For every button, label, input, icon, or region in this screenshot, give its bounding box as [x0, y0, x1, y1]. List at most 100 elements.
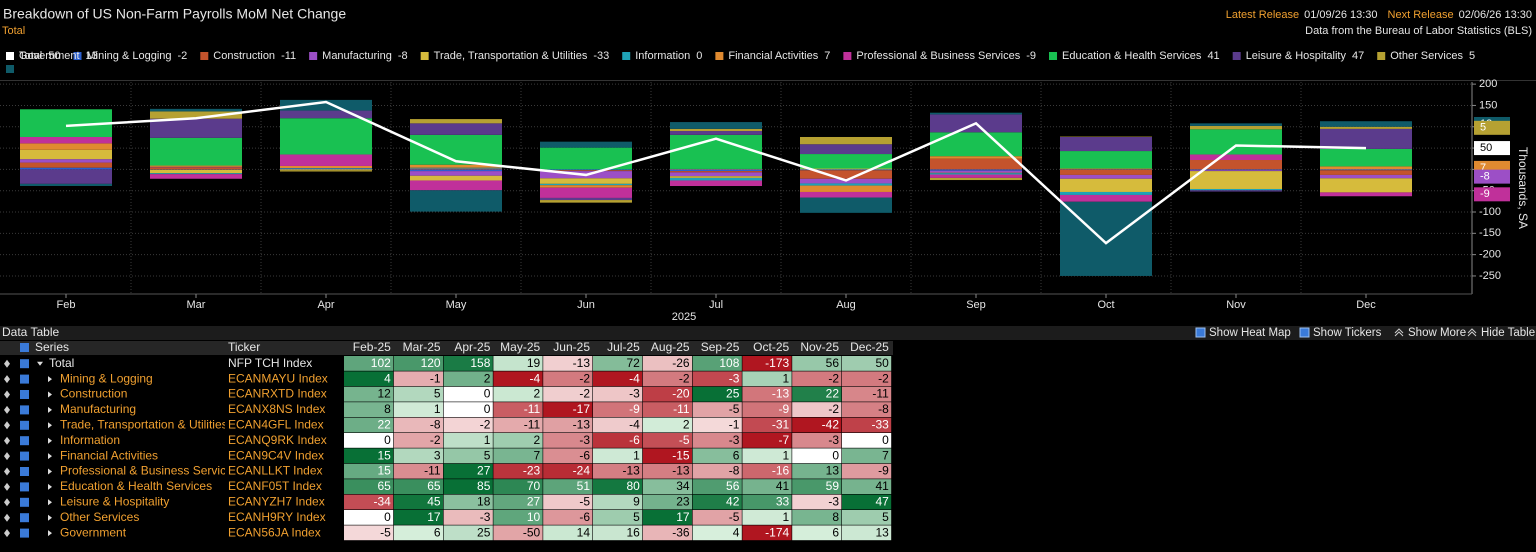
- heat-cell: [742, 356, 792, 371]
- ticker: ECAN56JA Index: [228, 525, 321, 539]
- checkbox[interactable]: [1299, 327, 1310, 338]
- expand-arrow[interactable]: [48, 376, 52, 383]
- row-checkbox[interactable]: [20, 390, 29, 399]
- heat-cell: [792, 402, 842, 417]
- next-release-label: Next Release: [1388, 9, 1454, 21]
- series-name: Total: [49, 356, 74, 370]
- heat-cell: [842, 479, 892, 494]
- expand-arrow[interactable]: [37, 361, 43, 366]
- expand-arrow[interactable]: [48, 391, 52, 398]
- cell-value: -31: [772, 417, 790, 431]
- heat-cell: [393, 402, 443, 417]
- series-name: Education & Health Services: [60, 479, 212, 493]
- toolbar-button[interactable]: Hide Table: [1481, 327, 1535, 339]
- ticker: ECANX8NS Index: [228, 402, 325, 416]
- bar-segment: [20, 167, 112, 170]
- bar-segment: [1190, 169, 1282, 171]
- cell-value: 25: [726, 387, 740, 401]
- column-header: May-25: [500, 340, 540, 354]
- cell-value: 12: [377, 387, 391, 401]
- heat-cell: [443, 402, 493, 417]
- bar-segment: [670, 177, 762, 181]
- cell-value: -5: [729, 510, 740, 524]
- chart-border: [0, 80, 1536, 81]
- heat-cell: [642, 510, 692, 525]
- cell-value: 1: [783, 371, 790, 385]
- row-checkbox[interactable]: [20, 405, 29, 415]
- toolbar-button[interactable]: Show Heat Map: [1209, 327, 1291, 339]
- expand-arrow[interactable]: [48, 453, 52, 460]
- row-checkbox[interactable]: [20, 436, 29, 446]
- bar-segment: [1320, 166, 1412, 170]
- expand-arrow[interactable]: [48, 499, 52, 506]
- row-checkbox[interactable]: [20, 420, 29, 430]
- cell-value: -2: [828, 371, 839, 385]
- row-handle: [4, 405, 10, 414]
- row-checkbox[interactable]: [20, 497, 29, 507]
- bar-segment: [1060, 169, 1152, 175]
- heat-cell: [493, 463, 543, 479]
- header-checkbox[interactable]: [20, 343, 29, 352]
- heat-cell: [742, 494, 792, 510]
- heat-cell: [842, 525, 892, 541]
- bar-segment: [1320, 148, 1412, 167]
- heat-cell: [443, 525, 493, 541]
- heat-cell: [443, 448, 493, 464]
- bar-segment: [150, 173, 242, 175]
- x-tick-label: Aug: [836, 299, 856, 311]
- row-checkbox[interactable]: [20, 451, 29, 461]
- legend-label: Leisure & Hospitality: [1246, 50, 1347, 62]
- cell-value: -5: [679, 433, 690, 447]
- bar-segment: [410, 168, 502, 170]
- row-checkbox[interactable]: [20, 467, 29, 476]
- bar-segment: [1060, 174, 1152, 179]
- row-checkbox[interactable]: [20, 528, 29, 538]
- cell-value: 0: [484, 387, 491, 401]
- row-handle: [4, 375, 10, 384]
- row-checkbox[interactable]: [20, 513, 29, 523]
- bar-segment: [410, 164, 502, 168]
- expand-arrow[interactable]: [48, 422, 52, 429]
- bar-segment: [410, 167, 502, 169]
- cell-value: 9: [633, 494, 640, 508]
- bar-segment: [800, 136, 892, 145]
- value-tag-label: -9: [1480, 188, 1490, 200]
- expand-arrow[interactable]: [48, 530, 52, 537]
- heat-cell: [593, 448, 643, 464]
- heat-cell: [543, 463, 593, 479]
- expand-arrow[interactable]: [48, 468, 52, 475]
- cell-value: 25: [477, 525, 491, 539]
- bar-segment: [150, 167, 242, 170]
- row-checkbox[interactable]: [20, 359, 29, 369]
- bar-segment: [670, 122, 762, 129]
- toolbar-button[interactable]: Show Tickers: [1313, 327, 1382, 339]
- expand-arrow[interactable]: [48, 406, 52, 413]
- heat-cell: [393, 494, 443, 510]
- row-checkbox[interactable]: [20, 374, 29, 384]
- row-checkbox[interactable]: [20, 482, 29, 492]
- heat-cell: [443, 463, 493, 479]
- heat-cell: [543, 386, 593, 402]
- heat-cell: [344, 371, 394, 387]
- legend-value: 13: [86, 50, 98, 62]
- expand-arrow[interactable]: [48, 437, 52, 444]
- bar-segment: [280, 110, 372, 119]
- heat-cell: [543, 525, 593, 541]
- legend-value: 41: [1207, 50, 1219, 62]
- heat-cell: [593, 402, 643, 417]
- expand-arrow[interactable]: [48, 483, 52, 490]
- legend-value: 0: [696, 50, 702, 62]
- bar-segment: [1190, 125, 1282, 130]
- expand-arrow[interactable]: [48, 514, 52, 521]
- checkbox[interactable]: [1195, 327, 1206, 338]
- heat-cell: [443, 371, 493, 387]
- heat-cell: [742, 402, 792, 417]
- heat-cell: [593, 356, 643, 371]
- column-header: Apr-25: [454, 340, 490, 354]
- heat-cell: [393, 371, 443, 387]
- cell-value: 72: [626, 356, 640, 370]
- bar-segment: [670, 128, 762, 132]
- toolbar-button[interactable]: Show More: [1408, 327, 1466, 339]
- heat-cell: [344, 479, 394, 494]
